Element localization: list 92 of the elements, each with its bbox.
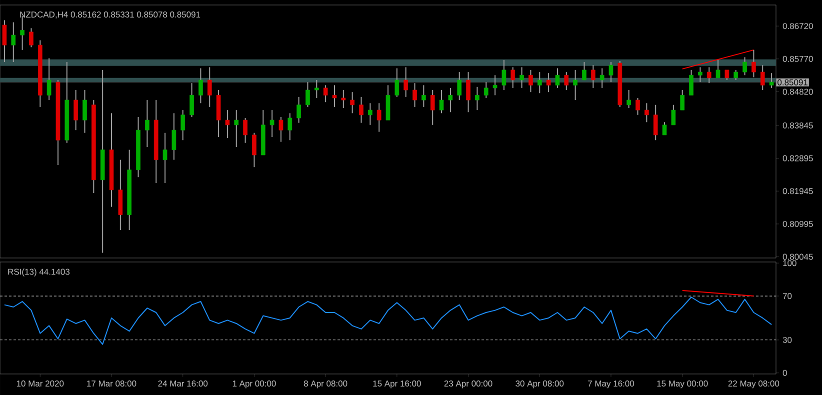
candlestick [64, 62, 70, 144]
candlestick [769, 72, 774, 88]
x-tick-label: 24 Mar 16:00 [158, 380, 208, 387]
x-tick-label: 10 Mar 2020 [16, 380, 64, 387]
candlestick [180, 110, 186, 141]
candlestick [698, 66, 702, 83]
candlestick [706, 66, 712, 84]
candlestick [100, 69, 105, 254]
candlestick [225, 110, 230, 139]
candlestick [404, 66, 408, 98]
candlestick [359, 96, 364, 124]
candlestick [145, 100, 150, 148]
candlestick [555, 68, 560, 88]
text: RSI(13) 44.1403 [8, 268, 70, 276]
x-tick-label: 30 Apr 08:00 [516, 380, 564, 388]
candlestick [368, 102, 372, 126]
candlestick [760, 64, 765, 91]
candlestick [475, 86, 480, 111]
candlestick [644, 102, 649, 123]
candlestick [520, 66, 524, 88]
x-tick-label: 23 Apr 00:00 [444, 380, 492, 388]
candlestick [528, 69, 533, 93]
candlestick [573, 69, 578, 101]
candlestick [136, 116, 140, 178]
candlestick [546, 72, 551, 93]
y-tick-label: 0.85770 [782, 56, 813, 62]
candlestick [207, 66, 212, 108]
text: NZDCAD,H4 0.85162 0.85331 0.85078 0.85091 [20, 12, 200, 19]
candlestick [127, 149, 132, 230]
y-tick-label: 0 [782, 370, 787, 376]
candlestick [198, 68, 203, 104]
candlestick [492, 74, 498, 96]
y-tick-label: 0.86720 [782, 23, 813, 30]
y-tick-label: 0.82895 [782, 155, 813, 162]
candlestick [600, 68, 604, 88]
x-tick-label: 15 Apr 16:00 [373, 380, 421, 388]
candlestick [2, 20, 7, 63]
candlestick [306, 82, 310, 108]
candlestick [466, 72, 470, 113]
candlestick [448, 87, 453, 113]
candlestick [296, 96, 301, 124]
candlestick [92, 100, 96, 194]
candlestick [412, 82, 417, 108]
candlestick [190, 82, 194, 118]
candlestick [608, 62, 614, 83]
candlestick [270, 110, 274, 138]
candlestick [564, 72, 569, 91]
candlestick [278, 116, 284, 142]
candlestick [118, 159, 123, 230]
candlestick [82, 90, 87, 134]
candlestick [234, 110, 239, 148]
x-tick-label: 15 May 00:00 [657, 380, 708, 388]
y-tick-label: 0.84820 [782, 88, 813, 95]
y-tick-label: 30 [782, 336, 792, 343]
candlestick [510, 66, 516, 88]
y-tick-label: 70 [782, 293, 792, 300]
candlestick [332, 84, 337, 108]
candlestick [323, 84, 328, 103]
y-tick-label: 100 [783, 260, 796, 266]
x-tick-label: 7 May 16:00 [588, 380, 634, 388]
candlestick [74, 90, 78, 131]
candlestick [288, 112, 292, 141]
candlestick [109, 112, 114, 208]
y-tick-label: 0.80995 [782, 220, 813, 227]
candlestick [484, 82, 488, 98]
candlestick [172, 112, 176, 160]
x-tick-label: 8 Apr 08:00 [304, 380, 348, 388]
candlestick [162, 132, 168, 184]
candlestick [376, 102, 382, 132]
candlestick [502, 59, 506, 91]
candlestick [537, 72, 542, 94]
candlestick [314, 79, 319, 98]
candlestick [46, 58, 52, 101]
candlestick [590, 64, 596, 88]
candlestick [422, 84, 426, 108]
candlestick [341, 90, 346, 108]
candlestick [243, 118, 248, 144]
x-tick-label: 22 May 08:00 [728, 380, 780, 388]
candlestick [457, 72, 462, 101]
candlestick [350, 92, 354, 114]
y-tick-label: 0.81945 [782, 188, 813, 194]
candlestick [154, 100, 158, 184]
ref-line-label: 0.85091 [778, 79, 808, 86]
candlestick [11, 22, 16, 63]
y-tick-label: 0.80045 [782, 254, 813, 260]
y-tick-label: 0.83845 [782, 122, 813, 128]
candlestick [626, 90, 631, 108]
candlestick [430, 90, 435, 126]
candlestick [38, 40, 42, 108]
x-tick-label: 17 Mar 08:00 [87, 380, 136, 387]
candlestick [216, 90, 221, 138]
x-tick-label: 1 Apr 00:00 [232, 380, 276, 388]
